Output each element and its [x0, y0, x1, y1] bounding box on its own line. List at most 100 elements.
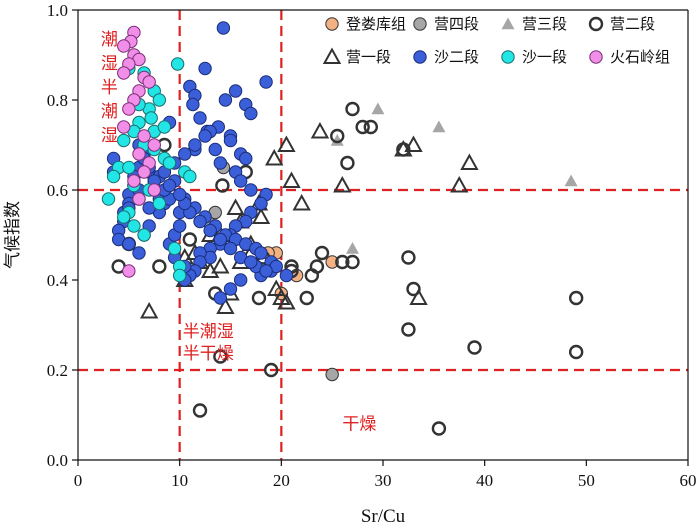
- annotation-2: 干燥: [342, 414, 376, 434]
- annotation-text: 潮: [101, 30, 118, 50]
- data-point: [139, 301, 159, 319]
- data-point: [244, 255, 258, 269]
- data-point: [137, 228, 151, 242]
- data-point: [117, 66, 131, 80]
- data-point: [239, 151, 253, 166]
- legend-item: 营二段: [588, 15, 655, 33]
- data-point: [330, 134, 344, 146]
- data-point: [117, 133, 131, 148]
- data-point: [178, 147, 192, 161]
- x-tick-label: 40: [476, 471, 493, 490]
- data-point: [157, 120, 172, 134]
- data-point: [450, 175, 469, 193]
- y-tick-label: 0.6: [47, 181, 68, 200]
- data-point: [409, 288, 428, 305]
- data-point: [172, 219, 187, 233]
- legend-item: 登娄库组: [325, 15, 406, 33]
- legend-label: 营一段: [346, 48, 391, 66]
- data-point: [263, 362, 279, 378]
- legend-item: 沙一段: [501, 48, 567, 66]
- data-point: [251, 207, 271, 224]
- data-point: [213, 156, 228, 170]
- x-axis-title: Sr/Cu: [361, 506, 406, 527]
- data-point: [152, 196, 167, 211]
- data-point: [106, 169, 121, 184]
- data-point: [137, 165, 151, 179]
- data-point: [277, 135, 296, 152]
- data-point: [127, 174, 141, 188]
- data-point: [152, 259, 167, 274]
- data-point: [137, 129, 151, 143]
- data-point: [279, 268, 294, 283]
- data-point: [170, 57, 185, 71]
- data-point: [208, 142, 222, 157]
- legend-label: 沙二段: [434, 48, 479, 66]
- data-point: [213, 291, 228, 305]
- data-point: [340, 155, 355, 171]
- data-point: [233, 174, 248, 188]
- legend-item: 营一段: [322, 47, 391, 66]
- data-point: [213, 349, 228, 364]
- data-point: [568, 344, 584, 360]
- legend-marker: [322, 47, 342, 64]
- data-point: [251, 290, 267, 306]
- data-point: [564, 174, 578, 187]
- data-point: [162, 178, 177, 193]
- data-point: [299, 290, 314, 306]
- data-point: [142, 75, 156, 89]
- legend-label: 营三段: [522, 15, 567, 33]
- data-point: [325, 255, 339, 269]
- data-point: [182, 232, 198, 247]
- data-point: [254, 196, 268, 211]
- data-point: [355, 119, 370, 135]
- x-tick-label: 50: [578, 471, 595, 490]
- data-point: [167, 241, 182, 256]
- data-point: [265, 148, 284, 166]
- data-point: [259, 75, 273, 89]
- data-point: [325, 367, 339, 382]
- legend-label: 营四段: [434, 15, 479, 33]
- data-point: [406, 281, 421, 297]
- legend-item: 沙二段: [413, 48, 479, 66]
- y-tick-label: 0.0: [47, 451, 68, 470]
- data-point: [401, 322, 416, 337]
- data-point: [162, 156, 177, 170]
- data-point: [568, 290, 584, 306]
- data-point: [117, 39, 131, 53]
- x-tick-label: 20: [273, 471, 290, 490]
- data-point: [244, 106, 258, 121]
- data-point: [346, 242, 359, 254]
- data-point: [244, 183, 258, 197]
- data-point: [183, 169, 197, 184]
- legend-item: 营四段: [413, 15, 479, 33]
- series-2: [330, 102, 578, 254]
- axes: 0 10 20 30 40 50 60 0.0 0.2 0.4 0.6 0.8 1.0: [47, 1, 697, 490]
- data-point: [117, 120, 131, 134]
- x-tick-label: 0: [74, 471, 83, 490]
- data-point: [122, 160, 136, 175]
- data-point: [345, 254, 360, 270]
- annotation-text: 湿: [101, 54, 118, 74]
- data-point: [432, 120, 446, 133]
- data-point: [345, 101, 360, 117]
- data-point: [226, 198, 245, 215]
- data-point: [172, 187, 187, 202]
- data-point: [292, 193, 311, 211]
- data-point: [127, 219, 141, 233]
- annotation-text: 半: [101, 78, 118, 98]
- series-6: [101, 57, 197, 283]
- legend-marker: [501, 50, 515, 64]
- data-point: [117, 210, 131, 224]
- data-point: [330, 128, 345, 144]
- legend-marker: [413, 17, 427, 31]
- y-tick-label: 1.0: [47, 1, 68, 20]
- data-point: [259, 264, 273, 278]
- data-point: [101, 192, 116, 206]
- data-point: [223, 241, 238, 256]
- data-point: [267, 279, 286, 296]
- legend-label: 火石岭组: [610, 48, 670, 66]
- data-point: [172, 268, 187, 283]
- data-point: [188, 138, 202, 152]
